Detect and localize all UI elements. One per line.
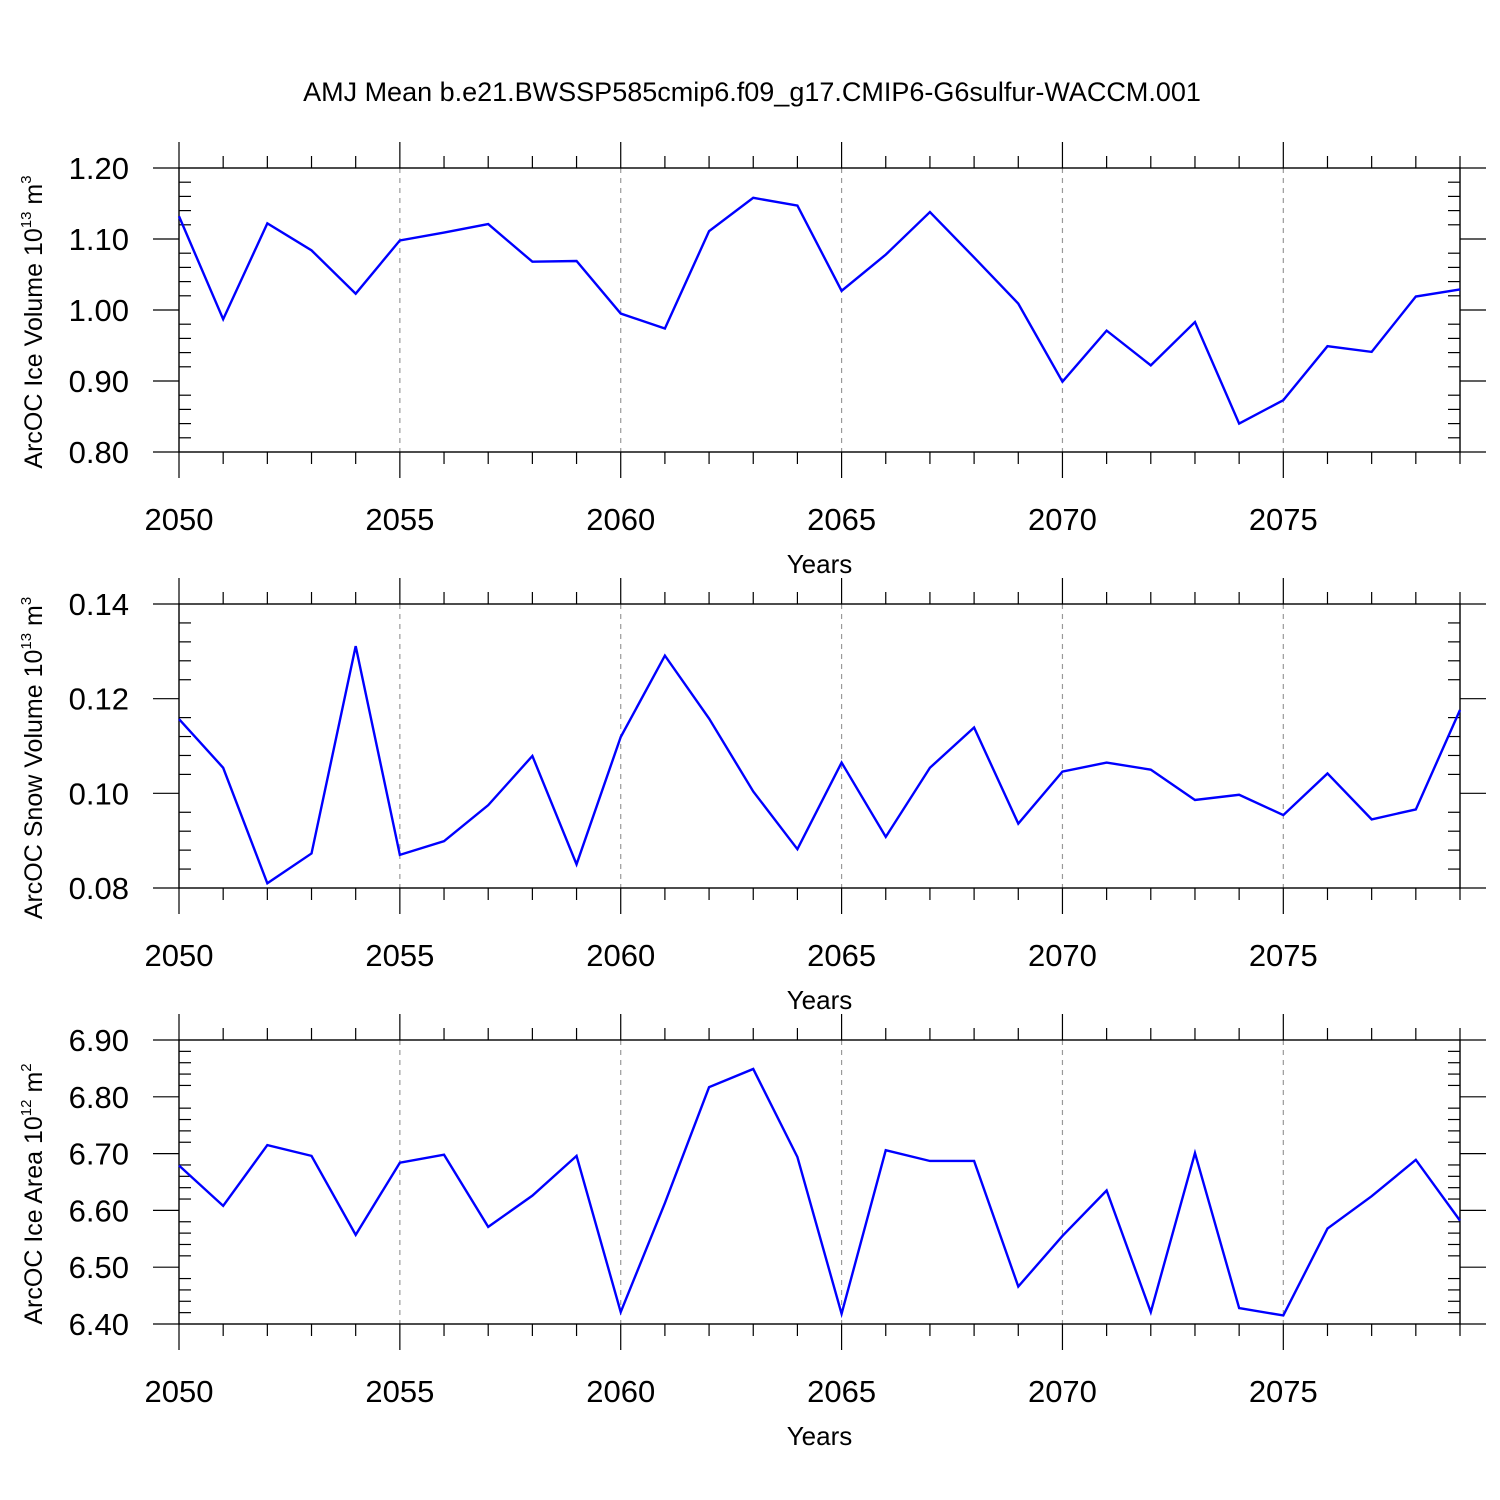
ytick-label: 0.12 — [69, 682, 129, 717]
xtick-label: 2060 — [586, 502, 655, 537]
xtick-label: 2055 — [365, 938, 434, 973]
xtick-label: 2050 — [145, 938, 214, 973]
panel-ice-volume: 0.80 0.90 1.00 1.10 1.20 2050 2055 2060 2065 2070… — [18, 142, 1486, 579]
ytick-label: 6.90 — [69, 1023, 129, 1058]
ytick-label: 6.60 — [69, 1193, 129, 1228]
panel-ice-area: 6.40 6.50 6.60 6.70 6.80 6.90 2050 2055 2060 2065… — [18, 1014, 1486, 1451]
xtick-label: 2055 — [365, 502, 434, 537]
xtick-label: 2070 — [1028, 502, 1097, 537]
ytick-label: 1.20 — [69, 151, 129, 186]
ytick-label: 6.80 — [69, 1080, 129, 1115]
figure-title: AMJ Mean b.e21.BWSSP585cmip6.f09_g17.CMI… — [303, 77, 1201, 107]
y-axis-title: ArcOC Ice Volume 1013 m3 — [18, 175, 48, 468]
xtick-label: 2075 — [1249, 502, 1318, 537]
ytick-label: 1.10 — [69, 222, 129, 257]
y-axis-title-unit: m — [20, 184, 48, 212]
ytick-label: 6.40 — [69, 1307, 129, 1342]
panel-snow-volume: 0.08 0.10 0.12 0.14 2050 2055 2060 2065 2070 2075… — [18, 578, 1486, 1015]
xtick-label: 2050 — [145, 1374, 214, 1409]
ytick-label: 6.50 — [69, 1250, 129, 1285]
y-axis-title-unit: m — [20, 1072, 48, 1100]
xtick-label: 2055 — [365, 1374, 434, 1409]
plot-frame-ice-area — [178, 1039, 1461, 1325]
ytick-label: 1.00 — [69, 293, 129, 328]
xtick-label: 2060 — [586, 938, 655, 973]
xtick-label: 2065 — [807, 502, 876, 537]
xtick-label: 2060 — [586, 1374, 655, 1409]
x-axis-title: Years — [787, 1421, 853, 1451]
y-axis-title: ArcOC Snow Volume 1013 m3 — [18, 597, 48, 919]
y-axis-title-exponent: 13 — [18, 633, 35, 650]
series-line-snow-volume — [178, 645, 1462, 886]
ytick-label: 0.08 — [69, 871, 129, 906]
xtick-label: 2075 — [1249, 1374, 1318, 1409]
y-axis-title-exponent: 12 — [18, 1100, 35, 1117]
plot-frame-snow-volume — [178, 603, 1461, 889]
x-axis-title: Years — [787, 549, 853, 579]
ytick-label: 0.90 — [69, 364, 129, 399]
plot-frame-ice-volume — [178, 167, 1461, 453]
y-axis-title-prefix: ArcOC Ice Volume 10 — [20, 228, 48, 468]
ytick-label: 6.70 — [69, 1137, 129, 1172]
xtick-label: 2050 — [145, 502, 214, 537]
y-axis-title-unit-exponent: 2 — [18, 1063, 35, 1071]
xtick-label: 2070 — [1028, 1374, 1097, 1409]
y-axis-title-unit-exponent: 3 — [18, 175, 35, 183]
xtick-label: 2070 — [1028, 938, 1097, 973]
series-line-ice-volume — [177, 196, 1461, 426]
xtick-label: 2065 — [807, 938, 876, 973]
ytick-label: 0.80 — [69, 435, 129, 470]
panels-container: 0.80 0.90 1.00 1.10 1.20 2050 2055 2060 2065 2070… — [18, 142, 1486, 1451]
y-axis-title-prefix: ArcOC Ice Area 10 — [20, 1116, 48, 1324]
series-line-ice-area — [178, 1067, 1461, 1319]
x-axis-title: Years — [787, 985, 853, 1015]
y-axis-title-unit-exponent: 3 — [18, 597, 35, 605]
xtick-label: 2075 — [1249, 938, 1318, 973]
xtick-label: 2065 — [807, 1374, 876, 1409]
ytick-label: 0.14 — [69, 587, 129, 622]
y-axis-title-unit: m — [20, 605, 48, 633]
y-axis-title: ArcOC Ice Area 1012 m2 — [18, 1063, 48, 1324]
ytick-label: 0.10 — [69, 776, 129, 811]
y-axis-title-prefix: ArcOC Snow Volume 10 — [20, 650, 48, 920]
y-axis-title-exponent: 13 — [18, 212, 35, 229]
